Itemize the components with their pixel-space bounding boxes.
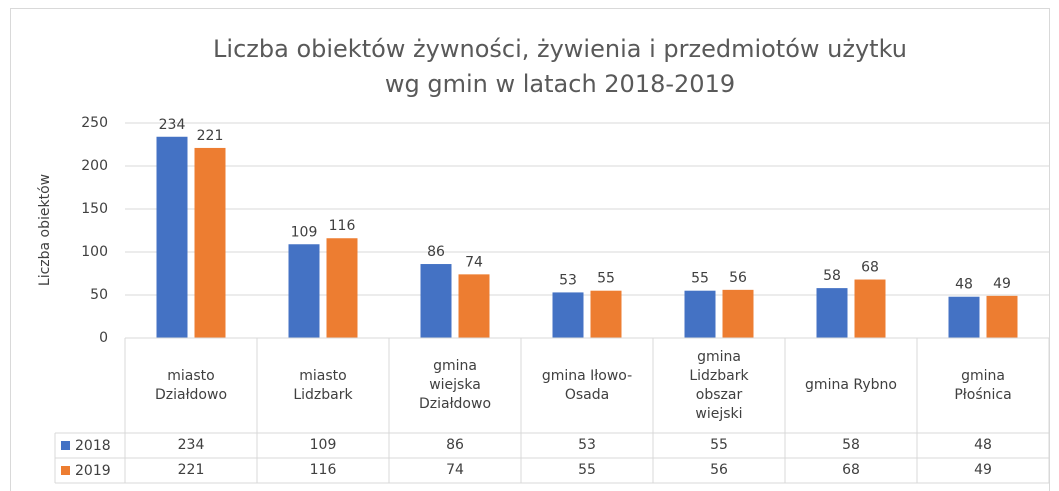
bar: [458, 274, 490, 338]
bar: [816, 288, 848, 338]
category-label-text: miasto Działdowo: [154, 367, 228, 403]
bar: [326, 238, 358, 338]
data-label: 55: [691, 271, 709, 287]
y-tick-label: 0: [99, 330, 108, 346]
y-tick-label: 250: [81, 115, 108, 131]
table-value-text: 109: [309, 437, 337, 453]
data-label: 58: [823, 268, 841, 284]
table-value-text: 116: [309, 462, 337, 478]
table-value-text: 58: [842, 437, 860, 453]
data-label: 109: [291, 224, 318, 240]
category-label-text: gmina Płośnica: [954, 367, 1012, 403]
bar: [722, 289, 754, 338]
bar: [420, 264, 452, 338]
bar: [986, 295, 1018, 338]
table-value-text: 56: [710, 462, 728, 478]
data-label: 48: [955, 277, 973, 293]
table-value-text: 74: [446, 462, 464, 478]
category-label: miasto Działdowo: [125, 338, 257, 433]
bar: [684, 290, 716, 338]
category-label: gmina Płośnica: [917, 338, 1049, 433]
legend-key: [61, 441, 70, 450]
table-value-text: 86: [446, 437, 464, 453]
legend-label: 2018: [75, 438, 111, 454]
category-label-text: gmina wiejska Działdowo: [418, 358, 492, 412]
y-axis-title: Liczba obiektów: [37, 174, 53, 286]
category-label: gmina wiejska Działdowo: [389, 338, 521, 433]
category-label-text: gmina Iłowo-Osada: [541, 367, 633, 403]
table-value: 234: [125, 433, 257, 458]
table-value: 49: [917, 458, 1049, 483]
category-label-text: gmina Rybno: [805, 377, 897, 393]
data-label: 74: [465, 254, 483, 270]
y-tick-label: 100: [81, 244, 108, 260]
data-label: 116: [329, 218, 356, 234]
bar: [854, 279, 886, 338]
bar: [590, 290, 622, 338]
table-value-text: 221: [177, 462, 205, 478]
bar: [288, 244, 320, 338]
bar: [194, 147, 226, 338]
table-value-text: 55: [578, 462, 596, 478]
table-value: 221: [125, 458, 257, 483]
chart-title: wg gmin w latach 2018-2019: [385, 70, 735, 98]
table-value: 68: [785, 458, 917, 483]
data-label: 221: [197, 128, 224, 144]
table-value: 55: [653, 433, 785, 458]
legend-label: 2019: [75, 463, 111, 479]
legend-key: [61, 466, 70, 475]
table-value-text: 55: [710, 437, 728, 453]
data-label: 234: [159, 117, 186, 133]
bar: [552, 292, 584, 338]
table-value-text: 234: [177, 437, 205, 453]
data-label: 56: [729, 270, 747, 286]
y-tick-label: 150: [81, 201, 108, 217]
category-label: gmina Lidzbark obszar wiejski: [653, 338, 785, 433]
data-label: 86: [427, 244, 445, 260]
bar: [948, 296, 980, 338]
table-value: 56: [653, 458, 785, 483]
table-value-text: 48: [974, 437, 992, 453]
table-value: 58: [785, 433, 917, 458]
category-label-text: gmina Lidzbark obszar wiejski: [689, 348, 749, 422]
category-label: gmina Rybno: [785, 338, 917, 433]
chart-border: [10, 8, 1050, 491]
y-tick-label: 200: [81, 158, 108, 174]
table-value: 116: [257, 458, 389, 483]
category-label-text: miasto Lidzbark: [293, 367, 353, 403]
category-label: gmina Iłowo-Osada: [521, 338, 653, 433]
chart-title: Liczba obiektów żywności, żywienia i prz…: [213, 35, 907, 63]
table-value: 109: [257, 433, 389, 458]
table-value: 48: [917, 433, 1049, 458]
data-label: 68: [861, 260, 879, 276]
table-value: 86: [389, 433, 521, 458]
table-value-text: 68: [842, 462, 860, 478]
data-label: 53: [559, 272, 577, 288]
table-value-text: 53: [578, 437, 596, 453]
category-label: miasto Lidzbark: [257, 338, 389, 433]
data-label: 55: [597, 271, 615, 287]
bar: [156, 136, 188, 338]
table-value: 55: [521, 458, 653, 483]
data-label: 49: [993, 276, 1011, 292]
table-value-text: 49: [974, 462, 992, 478]
y-tick-label: 50: [90, 287, 108, 303]
table-value: 53: [521, 433, 653, 458]
table-value: 74: [389, 458, 521, 483]
